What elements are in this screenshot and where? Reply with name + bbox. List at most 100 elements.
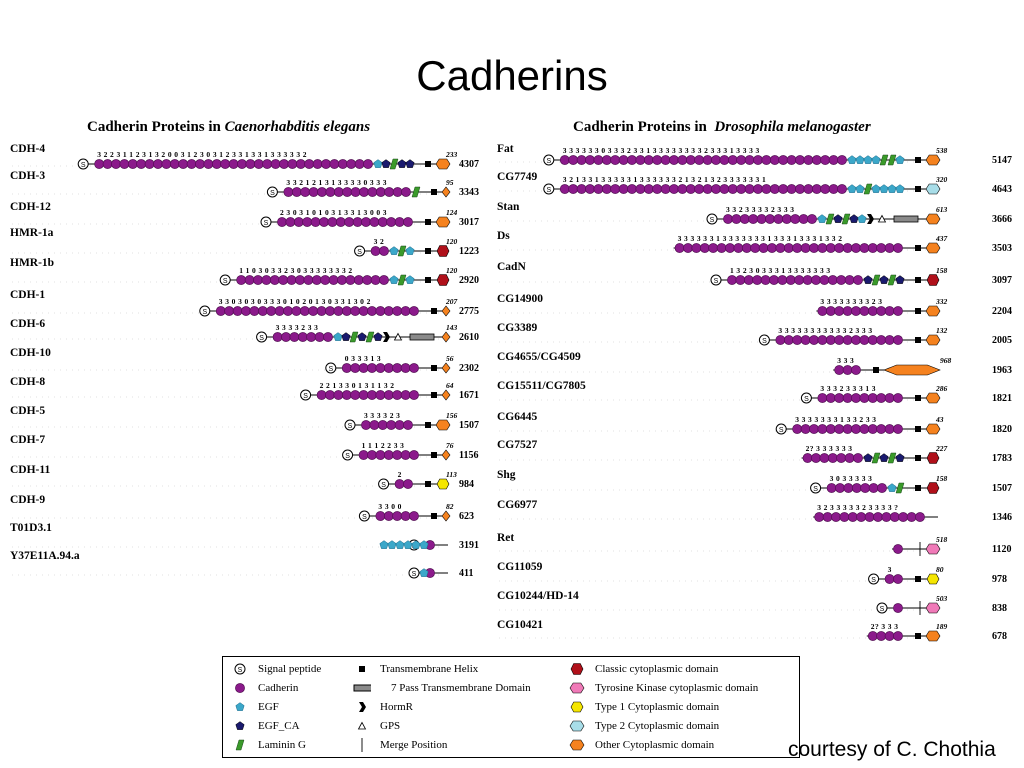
hormr-domain-icon — [359, 702, 366, 712]
cadherin-domain-icon — [752, 275, 763, 285]
cytoplasmic-tail-length: 207 — [445, 297, 458, 306]
cadherin-domain-icon — [783, 243, 794, 253]
protein-name: HMR-1b — [10, 257, 54, 269]
classic-cytoplasmic-icon — [570, 663, 584, 675]
cadherin-domain-icon — [781, 214, 792, 224]
cadherin-domain-icon — [727, 184, 738, 194]
egf-domain-icon — [379, 540, 389, 549]
cadherin-domain-icon — [884, 335, 895, 345]
cadherin-domain-icon — [884, 424, 895, 434]
type1-cytoplasmic-icon — [436, 478, 450, 490]
legend-label: Cadherin — [258, 682, 299, 694]
cadherin-domain-icon — [232, 306, 243, 316]
protein-length: 838 — [992, 603, 1007, 614]
egf-domain-icon — [847, 155, 857, 164]
protein-name: CG10421 — [497, 619, 543, 631]
legend-symbol — [235, 702, 245, 711]
cadherin-domain-icon — [876, 335, 887, 345]
panel-title-prefix: Cadherin Proteins in — [573, 119, 707, 135]
cadherin-domain-icon — [409, 363, 419, 373]
panel-title-species: Drosophila melanogaster — [714, 119, 871, 135]
egf-domain-icon — [887, 184, 897, 193]
cytoplasmic-tail-length: 227 — [935, 444, 948, 453]
protein-row: CDH-6 2610 S 3 3 3 3 2 3 3 143 — [10, 318, 479, 343]
cadherin-domain-icon — [723, 214, 733, 224]
transmembrane-helix-icon — [431, 308, 437, 314]
cadherin-repeat-digits: 3 0 3 3 3 3 3 — [830, 474, 873, 483]
laminin-g-domain-icon — [389, 158, 399, 170]
cadherin-domain-icon — [291, 306, 302, 316]
protein-length: 1120 — [992, 544, 1011, 555]
cadherin-domain-icon — [893, 306, 903, 316]
cadherin-domain-icon — [353, 275, 364, 285]
cadherin-domain-icon — [392, 450, 403, 460]
other-cytoplasmic-icon — [441, 305, 451, 317]
cadherin-domain-icon — [300, 187, 311, 197]
classic-cytoplasmic-icon — [436, 245, 450, 257]
egf-domain-icon — [847, 184, 857, 193]
cadherin-domain-icon — [400, 390, 411, 400]
legend-label: EGF — [258, 701, 279, 713]
cadherin-domain-icon — [329, 159, 340, 169]
cadherin-domain-icon — [361, 217, 371, 227]
cadherin-domain-icon — [753, 184, 763, 194]
egf-ca-domain-icon — [895, 275, 905, 284]
transmembrane-helix-icon — [915, 337, 921, 343]
cadherin-domain-icon — [358, 450, 369, 460]
cytoplasmic-tail-length: 124 — [446, 208, 458, 217]
other-cytoplasmic-icon — [883, 364, 941, 376]
cadherin-domain-icon — [719, 184, 730, 194]
cadherin-domain-icon — [383, 390, 394, 400]
drosophila-protein-list: Fat 5147 S 3 3 3 3 3 3 0 3 3 3 2 3 3 1 3 3 … — [497, 143, 1012, 642]
cytoplasmic-tail-length: 113 — [446, 470, 457, 479]
protein-name: CG6977 — [497, 499, 538, 511]
cadherin-domain-icon — [893, 243, 903, 253]
cadherin-domain-icon — [778, 155, 789, 165]
laminin-g-domain-icon — [887, 452, 897, 464]
egf-domain-icon — [235, 702, 245, 711]
protein-row: HMR-1b 2920 S 1 1 0 3 0 3 3 2 3 0 3 3 3 3 3… — [10, 257, 479, 286]
protein-length: 3666 — [992, 214, 1012, 225]
transmembrane-helix-icon — [425, 161, 431, 167]
transmembrane-helix-icon — [915, 455, 921, 461]
cadherin-domain-icon — [834, 335, 845, 345]
egf-domain-icon — [895, 184, 905, 193]
cadherin-domain-icon — [279, 159, 289, 169]
cadherin-domain-icon — [807, 214, 817, 224]
cadherin-domain-icon — [350, 390, 361, 400]
other-cytoplasmic-icon — [441, 186, 451, 198]
egf-domain-icon — [863, 155, 873, 164]
seven-pass-transmembrane-icon — [893, 215, 919, 223]
cadherin-domain-icon — [884, 393, 895, 403]
egf-domain-icon — [871, 155, 881, 164]
cadherin-domain-icon — [358, 390, 369, 400]
other-cytoplasmic-icon — [925, 154, 941, 166]
cadherin-domain-icon — [775, 243, 786, 253]
protein-row: CDH-5 1507 S 3 3 3 3 2 3 156 — [10, 405, 479, 431]
cadherin-domain-icon — [375, 511, 386, 521]
cadherin-domain-icon — [144, 159, 155, 169]
cadherin-domain-icon — [337, 275, 347, 285]
legend-label: 7 Pass Transmembrane Domain — [391, 682, 531, 694]
signal-peptide-letter: S — [303, 393, 308, 400]
cadherin-domain-icon — [352, 217, 363, 227]
cadherin-domain-icon — [677, 184, 688, 194]
cadherin-repeat-digits: 2 3 0 3 1 0 1 0 3 1 3 3 1 3 0 0 3 — [280, 208, 387, 217]
cadherin-domain-icon — [358, 306, 369, 316]
cadherin-domain-icon — [314, 332, 325, 342]
cadherin-domain-icon — [610, 184, 621, 194]
cadherin-domain-icon — [303, 275, 314, 285]
cadherin-domain-icon — [354, 159, 365, 169]
protein-length: 1346 — [992, 512, 1012, 523]
cadherin-domain-icon — [312, 159, 323, 169]
protein-row: CG7527 1783 2? 3 3 3 3 3 3 227 — [497, 439, 1012, 464]
cytoplasmic-tail-length: 76 — [446, 441, 454, 450]
cadherin-domain-icon — [819, 275, 830, 285]
cadherin-domain-icon — [694, 184, 705, 194]
protein-row: CG11059 978 S 3 80 — [497, 561, 1007, 585]
egf-ca-domain-icon — [235, 721, 245, 730]
protein-row: CG10244/HD-14 838 S 503 — [497, 590, 1007, 615]
cadherin-domain-icon — [790, 214, 801, 224]
signal-peptide-letter: S — [357, 249, 362, 256]
cadherin-domain-icon — [302, 217, 313, 227]
